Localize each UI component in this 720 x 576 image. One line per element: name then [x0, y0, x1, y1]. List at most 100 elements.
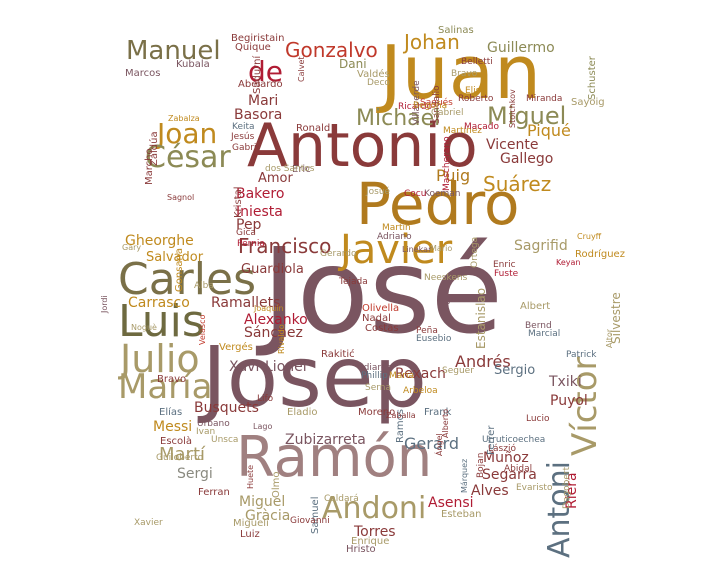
cloud-word: Kubala [176, 59, 210, 70]
cloud-word: Evaristo [516, 483, 553, 493]
cloud-word: Ortega [470, 236, 480, 268]
cloud-word: Michael [356, 106, 441, 131]
cloud-word: Ramón [236, 425, 433, 490]
cloud-word: Urbano [197, 419, 230, 429]
cloud-word: Peña [416, 326, 438, 336]
cloud-word: Asensi [428, 495, 474, 511]
cloud-word: Sagrifid [514, 238, 568, 254]
cloud-word: Phillip [361, 371, 388, 381]
cloud-word: Martí [159, 444, 206, 465]
cloud-word: Gerardo [320, 249, 357, 259]
cloud-word: Guillermo [487, 40, 555, 56]
cloud-word: Eusebio [416, 334, 452, 344]
cloud-word: Marcos [125, 68, 161, 79]
cloud-word: Gerard [404, 434, 460, 453]
cloud-word: Moreno [358, 407, 396, 418]
cloud-word: Albert [520, 301, 551, 312]
cloud-word: Gabri [232, 143, 257, 153]
cloud-word: Salvador [146, 250, 204, 265]
cloud-word: Bojan [476, 452, 486, 478]
cloud-word: Lago [253, 422, 273, 431]
cloud-word: Salinas [438, 25, 474, 36]
cloud-word: Rexach [395, 366, 446, 382]
cloud-word: Abidal [504, 464, 533, 474]
cloud-word: José [262, 222, 504, 360]
cloud-word: César [145, 140, 231, 175]
cloud-word: Arbeloa [403, 386, 438, 396]
cloud-word: Gabriel [431, 108, 464, 118]
cloud-word: Huete [246, 464, 255, 489]
cloud-word: Zubizarreta [285, 432, 366, 448]
cloud-word: Lionel [265, 359, 307, 375]
cloud-word: Cruyff [577, 232, 602, 241]
cloud-word: Guardiola [241, 262, 304, 277]
cloud-word: Gonzalvo [285, 38, 378, 62]
cloud-word: Gary [122, 243, 142, 252]
cloud-word: Marcial [528, 329, 561, 339]
cloud-word: Alexanko [244, 312, 308, 328]
cloud-word: Cocu [404, 189, 427, 199]
cloud-word: Rodríguez [575, 249, 625, 260]
cloud-word: Giovanni [290, 516, 330, 526]
cloud-word: Maria [389, 371, 414, 381]
cloud-word: Esteban [441, 509, 482, 520]
cloud-word: Sayoig [571, 97, 605, 108]
cloud-word: Pep [236, 217, 262, 233]
cloud-word: Suárez [483, 172, 552, 196]
cloud-word: Zaballa [386, 411, 416, 420]
cloud-word: Joaquín [254, 304, 284, 313]
cloud-word: Serna [365, 383, 392, 393]
cloud-word: Migueli [233, 518, 269, 529]
cloud-word: Calvet [297, 56, 306, 82]
cloud-word: Luiz [240, 529, 260, 540]
cloud-word: Rivaldo [277, 324, 286, 354]
cloud-word: Sagnol [167, 193, 195, 202]
cloud-word: Unsca [211, 435, 239, 445]
cloud-word: Joan [157, 117, 218, 150]
cloud-word: Alves [471, 483, 509, 499]
cloud-word: Manuel [126, 36, 221, 66]
cloud-word: Tejada [339, 277, 368, 287]
cloud-word: Márquez [460, 458, 469, 493]
cloud-word: Julio [120, 337, 200, 381]
cloud-word: Javier [340, 227, 453, 273]
cloud-word: Aitor [605, 328, 614, 348]
cloud-word: Iniesta [236, 204, 283, 220]
cloud-word: Segarra [482, 467, 537, 483]
cloud-word: Lucio [526, 414, 550, 424]
cloud-word: Mascherano [442, 136, 452, 191]
cloud-word: Lászió [488, 444, 516, 454]
cloud-word: Urruticoechea [482, 435, 546, 445]
cloud-word: Ángel [435, 433, 444, 456]
cloud-word: Gràcia [245, 508, 291, 524]
cloud-word: Olivella [362, 303, 400, 314]
cloud-word: Torres [354, 524, 396, 540]
cloud-word: Kristal [233, 186, 244, 218]
cloud-word: Xavier [134, 518, 163, 528]
cloud-word: Ivan [196, 427, 216, 437]
cloud-word: Alba [194, 281, 214, 291]
cloud-word: Rakitić [321, 349, 355, 360]
cloud-word: Dani [339, 57, 367, 71]
cloud-word: Mari [248, 93, 279, 109]
cloud-word: Macado [464, 122, 499, 132]
cloud-word: Eladio [287, 407, 318, 418]
cloud-word: Frank [424, 407, 452, 418]
cloud-word: Josep [202, 328, 427, 426]
cloud-word: Martín [382, 223, 411, 233]
cloud-word: Lifo [257, 394, 274, 404]
cloud-word: Abelardo [238, 79, 283, 90]
cloud-word: Muñoz [483, 450, 529, 466]
cloud-word: Seguer [442, 366, 474, 376]
cloud-word: Costas [365, 323, 399, 334]
cloud-word: Gheorghe [125, 233, 194, 249]
cloud-word: Bernd [525, 321, 552, 331]
cloud-word: Ramallets [211, 295, 281, 311]
cloud-word: Idiardo [361, 363, 393, 373]
cloud-word: Juan [380, 30, 541, 116]
cloud-word: Busquets [194, 400, 259, 416]
cloud-word: Antonio [247, 111, 478, 181]
cloud-word: Begiristain [231, 33, 285, 44]
cloud-word: Zabalza [168, 114, 200, 123]
